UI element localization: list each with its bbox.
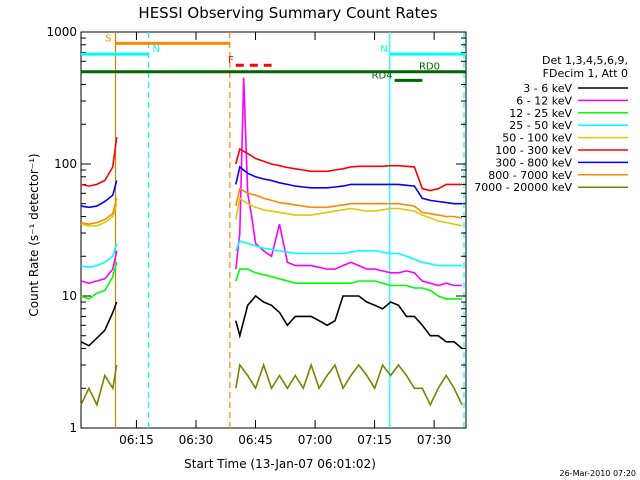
series-line-7-seg-0	[80, 198, 118, 226]
series-line-0-seg-1	[235, 294, 463, 350]
legend-label-7: 800 - 7000 keV	[488, 169, 572, 182]
flag-label-4: RD0	[419, 62, 440, 73]
series-line-6-seg-0	[80, 180, 118, 209]
plot-frame	[80, 31, 467, 429]
x-tick-label-3: 07:00	[298, 433, 333, 447]
chart-title: HESSI Observing Summary Count Rates	[138, 4, 437, 22]
series-line-6-seg-1	[235, 165, 462, 205]
legend-label-5: 100 - 300 keV	[495, 144, 572, 157]
series-line-8-seg-0	[80, 364, 118, 408]
flag-label-2: N	[380, 44, 387, 55]
flag-label-3: F	[228, 55, 234, 66]
legend-label-6: 300 - 800 keV	[495, 156, 572, 169]
flag-label-0: S	[105, 33, 111, 44]
legend-header-1: Det 1,3,4,5,6,9,	[542, 54, 628, 67]
legend-label-8: 7000 - 20000 keV	[474, 181, 572, 194]
x-axis-label: Start Time (13-Jan-07 06:01:02)	[184, 457, 376, 471]
legend-label-4: 50 - 100 keV	[502, 132, 572, 145]
series-line-1-seg-1	[235, 77, 462, 287]
series-line-5-seg-0	[80, 136, 118, 187]
x-tick-label-4: 07:15	[357, 433, 392, 447]
x-tick-label-2: 06:45	[238, 433, 273, 447]
legend-label-1: 6 - 12 keV	[516, 94, 572, 107]
legend-label-2: 12 - 25 keV	[509, 107, 572, 120]
series-line-2-seg-1	[235, 268, 462, 300]
y-axis-label: Count Rate (s⁻¹ detector⁻¹)	[27, 153, 41, 316]
y-tick-label-3: 1000	[46, 25, 77, 39]
legend: Det 1,3,4,5,6,9, FDecim 1, Att 0 3 - 6 k…	[474, 54, 628, 194]
y-tick-label-1: 10	[62, 289, 77, 303]
legend-header-2: FDecim 1, Att 0	[543, 67, 628, 80]
y-tick-label-2: 100	[54, 157, 77, 171]
legend-label-0: 3 - 6 keV	[523, 82, 572, 95]
x-tick-label-5: 07:30	[417, 433, 452, 447]
series-line-8-seg-1	[235, 362, 463, 407]
series-line-1-seg-0	[80, 250, 118, 285]
series-line-4-seg-0	[80, 203, 118, 227]
series-line-2-seg-0	[80, 262, 118, 300]
flag-label-5: RD4	[372, 70, 393, 81]
x-tick-label-0: 06:15	[119, 433, 154, 447]
footer-timestamp: 26-Mar-2010 07:20	[560, 469, 637, 478]
series-line-7-seg-1	[235, 187, 463, 219]
x-tick-label-1: 06:30	[179, 433, 214, 447]
legend-label-3: 25 - 50 keV	[509, 119, 572, 132]
plot-area: 06:15 06:30 06:45 07:00 07:15 07:30 1 10 100 1000…	[46, 25, 467, 447]
y-tick-label-0: 1	[69, 421, 77, 435]
series-line-3-seg-0	[80, 243, 118, 269]
series-line-4-seg-1	[235, 196, 463, 227]
series-line-3-seg-1	[235, 240, 462, 267]
series-line-5-seg-1	[235, 147, 462, 192]
flag-label-1: N	[152, 44, 159, 55]
series-line-0-seg-0	[80, 301, 118, 347]
